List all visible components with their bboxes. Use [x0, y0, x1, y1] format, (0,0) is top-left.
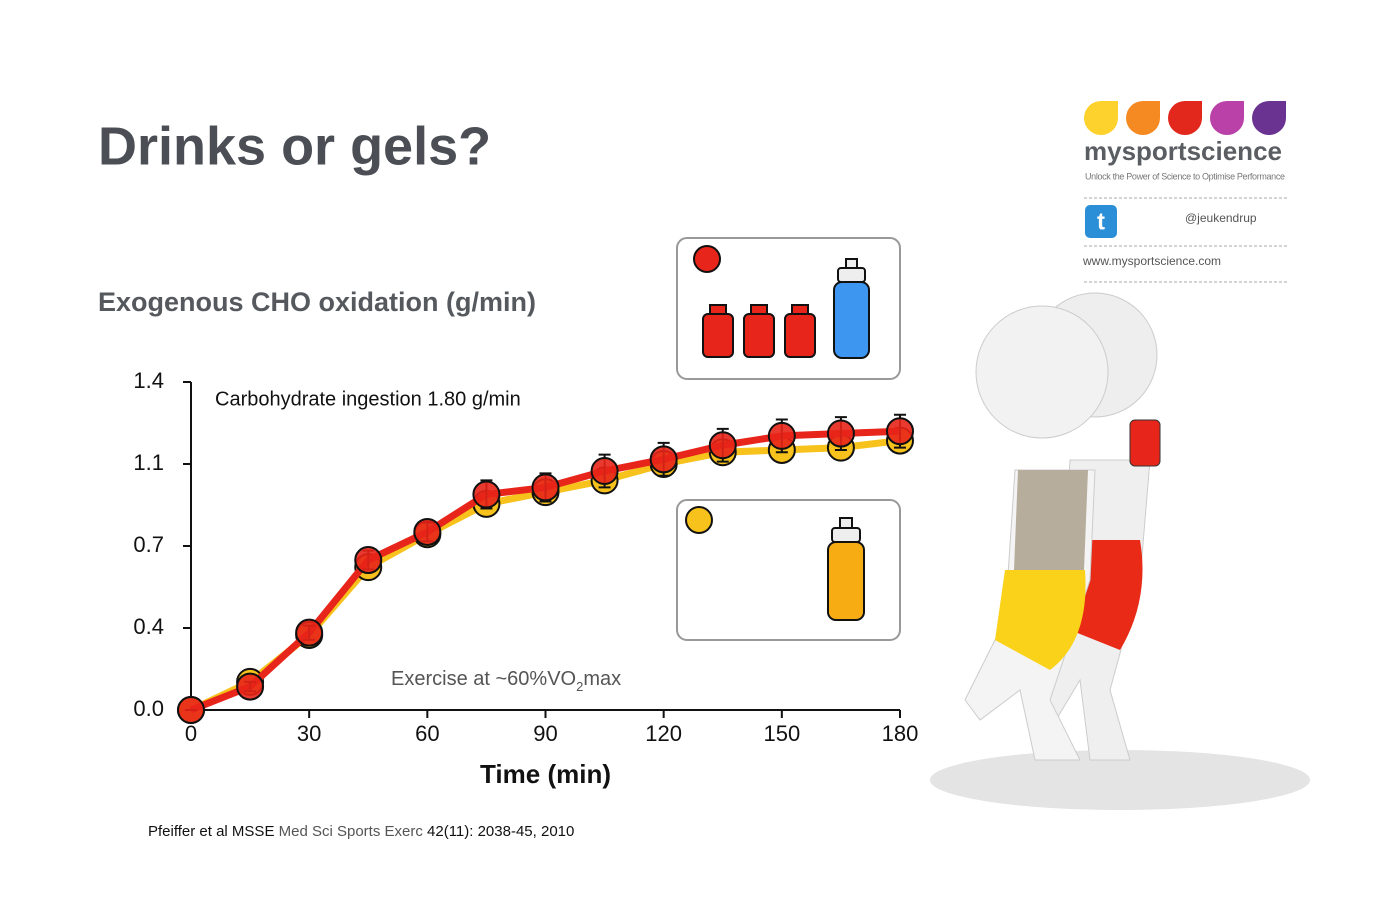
citation-part: 42(11): 2038-45, 2010 — [423, 823, 575, 840]
annotation: Carbohydrate ingestion 1.80 g/min — [215, 388, 521, 410]
legend-gels — [676, 237, 901, 380]
data-point — [590, 457, 619, 486]
shorts — [995, 570, 1086, 670]
y-tick-label: 0.4 — [133, 614, 164, 639]
citation-part: Med Sci Sports Exerc — [279, 823, 424, 840]
data-point — [649, 445, 678, 474]
data-point — [531, 473, 560, 502]
twitter-t: t — [1097, 208, 1105, 235]
y-tick-label: 0.0 — [133, 696, 164, 721]
shadow — [930, 750, 1310, 810]
data-point — [236, 672, 265, 701]
brand-tagline: Unlock the Power of Science to Optimise … — [1085, 171, 1285, 181]
vest — [1014, 470, 1088, 570]
x-tick-label: 0 — [185, 721, 197, 746]
y-tick-label: 1.4 — [133, 368, 164, 393]
x-tick-label: 60 — [415, 721, 439, 746]
logo-drop — [1210, 101, 1244, 135]
data-point — [708, 431, 737, 460]
logo-drop — [1168, 101, 1202, 135]
data-point — [177, 696, 205, 724]
brand: mysportscience Unlock the Power of Scien… — [1082, 101, 1288, 283]
data-point — [295, 618, 324, 647]
y-tick-label: 1.1 — [133, 450, 164, 475]
y-tick-label: 0.7 — [133, 532, 164, 557]
website[interactable]: www.mysportscience.com — [1082, 254, 1221, 268]
bottle-icon — [827, 517, 865, 621]
citation-part: Pfeiffer et al MSSE — [148, 823, 279, 840]
exercise-note-part: 2 — [576, 679, 583, 694]
legend-marker — [685, 506, 713, 534]
citation: Pfeiffer et al MSSE Med Sci Sports Exerc… — [148, 823, 574, 840]
plot: 0.0 0.4 0.7 1.1 1.4 0 30 60 90 120 150 180 Time (min… — [133, 368, 918, 789]
brand-name: mysportscience — [1084, 136, 1282, 166]
twitter-handle[interactable]: @jeukendrup — [1185, 211, 1257, 225]
x-tick-label: 150 — [763, 721, 800, 746]
data-point — [472, 480, 501, 509]
logo-drop — [1126, 101, 1160, 135]
x-tick-label: 120 — [645, 721, 682, 746]
head — [975, 305, 1109, 439]
legend-drink — [676, 499, 901, 641]
twitter-icon — [1085, 205, 1117, 238]
logo-drop — [1252, 101, 1286, 135]
legend-marker — [693, 245, 721, 273]
x-tick-label: 90 — [533, 721, 557, 746]
gel-icons — [702, 304, 816, 358]
slide-title: Drinks or gels? — [98, 116, 491, 176]
exercise-note: Exercise at ~60%VO2max — [391, 668, 621, 694]
data-point — [826, 419, 855, 448]
runner-illustration — [930, 292, 1310, 810]
data-point — [767, 421, 796, 450]
gel — [1129, 419, 1161, 467]
bottle-icon — [833, 258, 870, 359]
chart-title: Exogenous CHO oxidation (g/min) — [98, 287, 536, 317]
logo-drop — [1084, 101, 1118, 135]
x-axis-label: Time (min) — [480, 759, 611, 789]
data-point — [413, 517, 442, 546]
x-tick-label: 30 — [297, 721, 321, 746]
exercise-note-part: max — [583, 668, 621, 690]
x-tick-label: 180 — [882, 721, 919, 746]
data-point — [886, 417, 914, 446]
data-point — [354, 546, 383, 575]
exercise-note-part: Exercise at ~60%VO — [391, 668, 576, 690]
